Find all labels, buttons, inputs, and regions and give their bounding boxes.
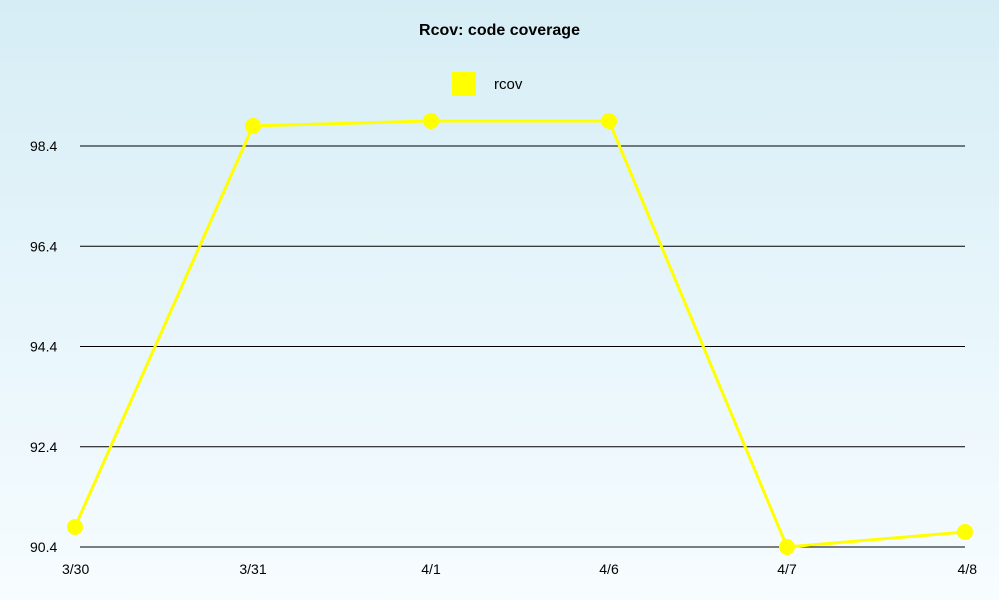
- x-tick-label-1: 3/31: [239, 561, 266, 577]
- series-line-rcov: [73, 119, 966, 549]
- data-point-5: [957, 523, 973, 540]
- x-tick-label-2: 4/1: [421, 561, 441, 577]
- data-point-2: [423, 112, 439, 129]
- y-tick-label-1: 96.4: [30, 238, 57, 254]
- grid-lines: [80, 145, 965, 548]
- x-tick-label-5: 4/8: [958, 561, 978, 577]
- data-point-0: [67, 518, 83, 535]
- series-rcov: [67, 112, 973, 555]
- legend: rcov: [452, 72, 522, 96]
- x-axis-ticks: 3/30 3/31 4/1 4/6 4/7 4/8: [62, 561, 977, 577]
- y-tick-label-3: 92.4: [30, 439, 57, 455]
- legend-swatch-rcov: [452, 72, 476, 96]
- data-point-4: [779, 539, 795, 555]
- x-tick-label-0: 3/30: [62, 561, 89, 577]
- chart-title: Rcov: code coverage: [419, 22, 580, 39]
- y-tick-label-0: 98.4: [30, 138, 57, 154]
- legend-label-rcov: rcov: [494, 75, 523, 93]
- y-tick-label-4: 90.4: [30, 539, 57, 555]
- data-point-1: [245, 117, 261, 134]
- x-tick-label-4: 4/7: [777, 561, 797, 577]
- y-axis-ticks: 98.4 96.4 94.4 92.4 90.4: [30, 138, 57, 555]
- y-tick-label-2: 94.4: [30, 339, 57, 355]
- data-point-3: [601, 112, 617, 129]
- x-tick-label-3: 4/6: [599, 561, 619, 577]
